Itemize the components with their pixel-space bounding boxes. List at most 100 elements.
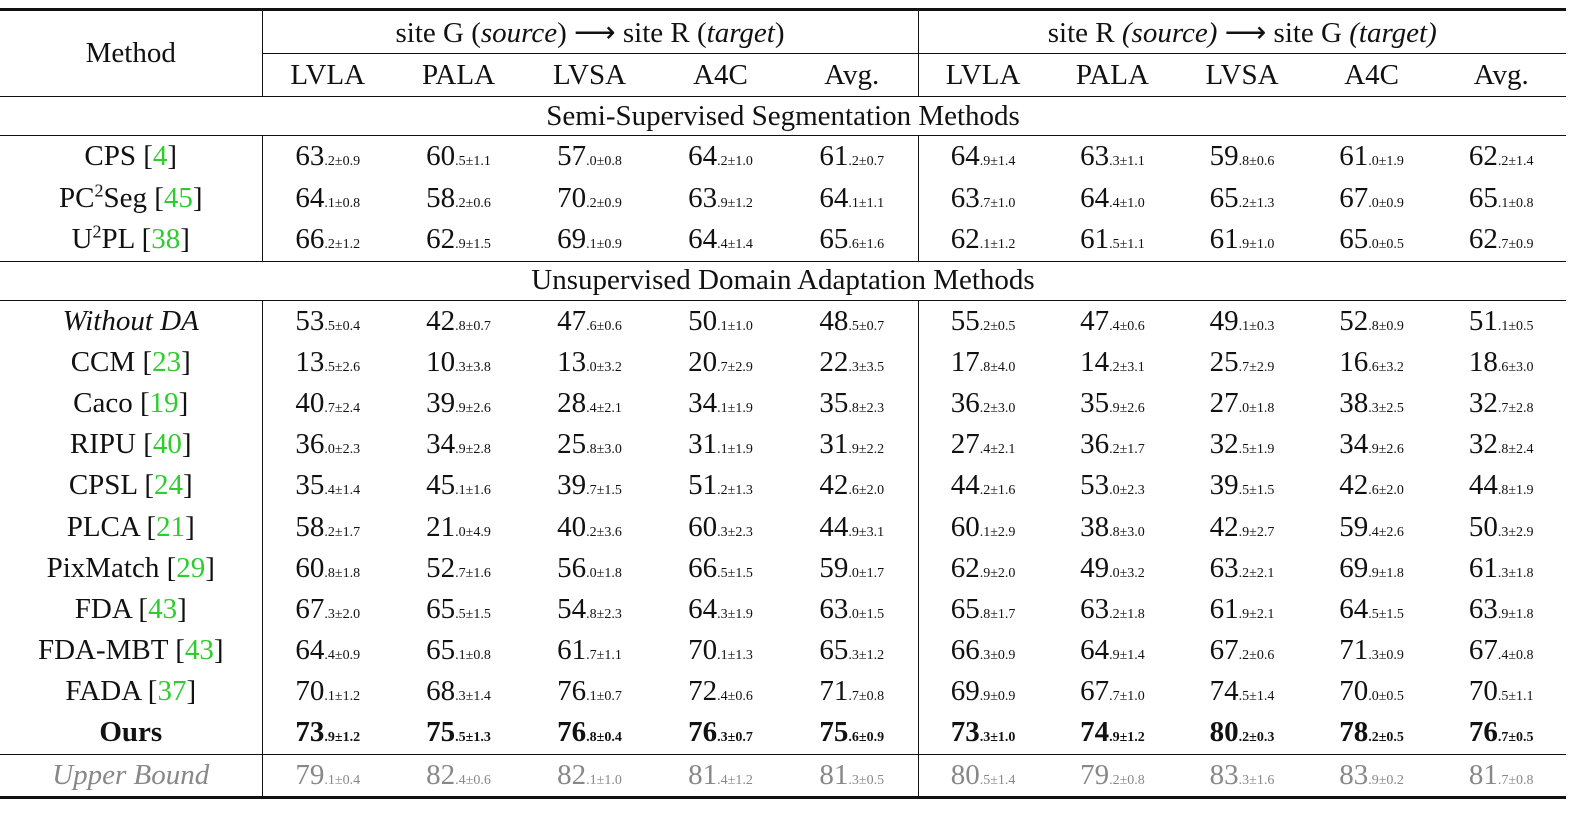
value-cell: 63.9±1.8 <box>1436 589 1566 630</box>
value-cell: 20.7±2.9 <box>655 342 786 383</box>
section-row: Semi-Supervised Segmentation Methods <box>0 96 1567 136</box>
value-main: 67 <box>1080 675 1110 708</box>
value-cell: 64.2±1.0 <box>655 136 786 178</box>
value-sub: .9±2.6 <box>455 400 491 416</box>
value-main: 81 <box>1468 758 1498 791</box>
value-main: 65 <box>819 223 849 256</box>
value-sub: .0±1.5 <box>848 606 885 622</box>
value-cell: 68.3±1.4 <box>393 671 524 712</box>
value-sub: .2±0.6 <box>1238 648 1275 664</box>
value-cell: 66.2±1.2 <box>262 219 393 261</box>
citation-link[interactable]: 45 <box>163 181 193 214</box>
value-main: 22 <box>819 345 849 378</box>
value-cell: 21.0±4.9 <box>393 506 524 547</box>
value-sub: .5±1.4 <box>979 772 1016 788</box>
group-header: site G (source) ⟶ site R (target) <box>262 9 919 54</box>
value-sub: .4±1.2 <box>717 772 753 788</box>
value-main: 36 <box>950 386 980 419</box>
value-sub: .5±0.7 <box>848 318 885 334</box>
citation-link[interactable]: 40 <box>152 428 182 461</box>
value-sub: .6±0.9 <box>848 730 885 746</box>
text-part: ] <box>181 428 192 461</box>
value-sub: .2±0.9 <box>586 195 622 211</box>
value-sub: .8±1.7 <box>979 606 1016 622</box>
citation-link[interactable]: 29 <box>176 551 206 584</box>
citation-link[interactable]: 43 <box>148 592 178 625</box>
value-cell: 72.4±0.6 <box>655 671 786 712</box>
value-sub: .5±2.6 <box>324 359 361 375</box>
value-sub: .8±3.0 <box>586 442 622 458</box>
value-sub: .7±2.8 <box>1497 400 1534 416</box>
value-cell: 79.2±0.8 <box>1047 753 1178 798</box>
value-cell: 17.8±4.0 <box>918 342 1048 383</box>
value-main: 65 <box>1339 223 1369 256</box>
value-main: 32 <box>1209 428 1239 461</box>
value-main: 67 <box>1468 634 1498 667</box>
data-row: Caco [19] 40.7±2.4 39.9±2.6 28.4±2.1 34.1±1.… <box>0 382 1566 425</box>
value-sub: .8±4.0 <box>979 359 1016 375</box>
text-part: Caco [ <box>73 386 150 419</box>
value-cell: 83.3±1.6 <box>1177 753 1307 798</box>
value-main: 70 <box>557 181 587 214</box>
text-part: ] <box>177 592 187 625</box>
value-main: 42 <box>1209 510 1239 543</box>
column-header: PALA <box>1047 53 1178 97</box>
value-main: 60 <box>295 551 325 584</box>
value-sub: .3±3.8 <box>455 359 491 375</box>
value-sub: .7±1.1 <box>586 648 622 664</box>
value-cell: 25.7±2.9 <box>1177 342 1307 383</box>
data-row: PixMatch [29] 60.8±1.8 52.7±1.6 56.0±1.8 66.… <box>0 547 1566 589</box>
value-main: 78 <box>1339 716 1369 749</box>
value-sub: .8±3.0 <box>1109 524 1145 540</box>
value-cell: 70.5±1.1 <box>1436 671 1566 712</box>
value-sub: .9±1.2 <box>717 195 753 211</box>
value-cell: 61.9±1.0 <box>1177 219 1307 261</box>
citation-link[interactable]: 23 <box>152 345 182 378</box>
value-sub: .0±4.9 <box>455 524 491 540</box>
value-sub: .1±0.7 <box>586 689 622 705</box>
method-header: Method <box>0 9 263 97</box>
value-sub: .3±0.5 <box>848 772 885 788</box>
value-cell: 44.2±1.6 <box>918 465 1048 506</box>
value-cell: 82.4±0.6 <box>393 753 524 798</box>
value-sub: .7±1.0 <box>979 195 1016 211</box>
value-main: 65 <box>1468 181 1498 214</box>
value-main: 34 <box>688 386 718 419</box>
value-cell: 63.2±1.8 <box>1048 589 1178 630</box>
value-cell: 65.5±1.5 <box>393 589 524 630</box>
citation-link[interactable]: 38 <box>151 223 181 256</box>
citation-link[interactable]: 37 <box>157 675 187 708</box>
text-part: 2 <box>92 221 102 242</box>
value-cell: 25.8±3.0 <box>524 424 655 465</box>
value-main: 61 <box>1209 592 1239 625</box>
column-header: Avg. <box>786 53 919 97</box>
value-main: 13 <box>557 345 587 378</box>
value-cell: 63.2±0.9 <box>262 136 393 178</box>
value-sub: .3±0.7 <box>717 730 753 746</box>
citation-link[interactable]: 4 <box>152 140 168 173</box>
citation-link[interactable]: 19 <box>149 386 179 419</box>
value-sub: .5±1.5 <box>455 606 491 622</box>
value-cell: 32.5±1.9 <box>1177 424 1307 465</box>
value-sub: .9±0.2 <box>1368 772 1404 788</box>
value-sub: .9±2.2 <box>848 442 885 458</box>
value-cell: 36.2±1.7 <box>1048 424 1178 465</box>
value-sub: .4±0.6 <box>455 772 491 788</box>
citation-link[interactable]: 24 <box>153 469 183 502</box>
text-part: ] <box>167 140 178 173</box>
value-cell: 82.1±1.0 <box>524 753 655 798</box>
value-main: 83 <box>1209 758 1239 791</box>
value-main: 64 <box>1080 181 1110 214</box>
value-main: 60 <box>426 140 456 173</box>
column-header: LVLA <box>262 53 393 97</box>
citation-link[interactable]: 43 <box>184 634 214 667</box>
citation-link[interactable]: 21 <box>156 510 186 543</box>
header-row: LVLA PALA LVSA A4C Avg. LVLA PALA LVSA A4C Avg. <box>0 53 1567 97</box>
value-main: 76 <box>688 716 718 749</box>
value-main: 69 <box>950 675 980 708</box>
text-part: Ours <box>99 716 163 749</box>
text-part: Upper Bound <box>52 758 210 791</box>
value-main: 81 <box>819 758 849 791</box>
value-cell: 58.2±1.7 <box>262 506 393 547</box>
value-cell: 39.7±1.5 <box>524 465 655 506</box>
